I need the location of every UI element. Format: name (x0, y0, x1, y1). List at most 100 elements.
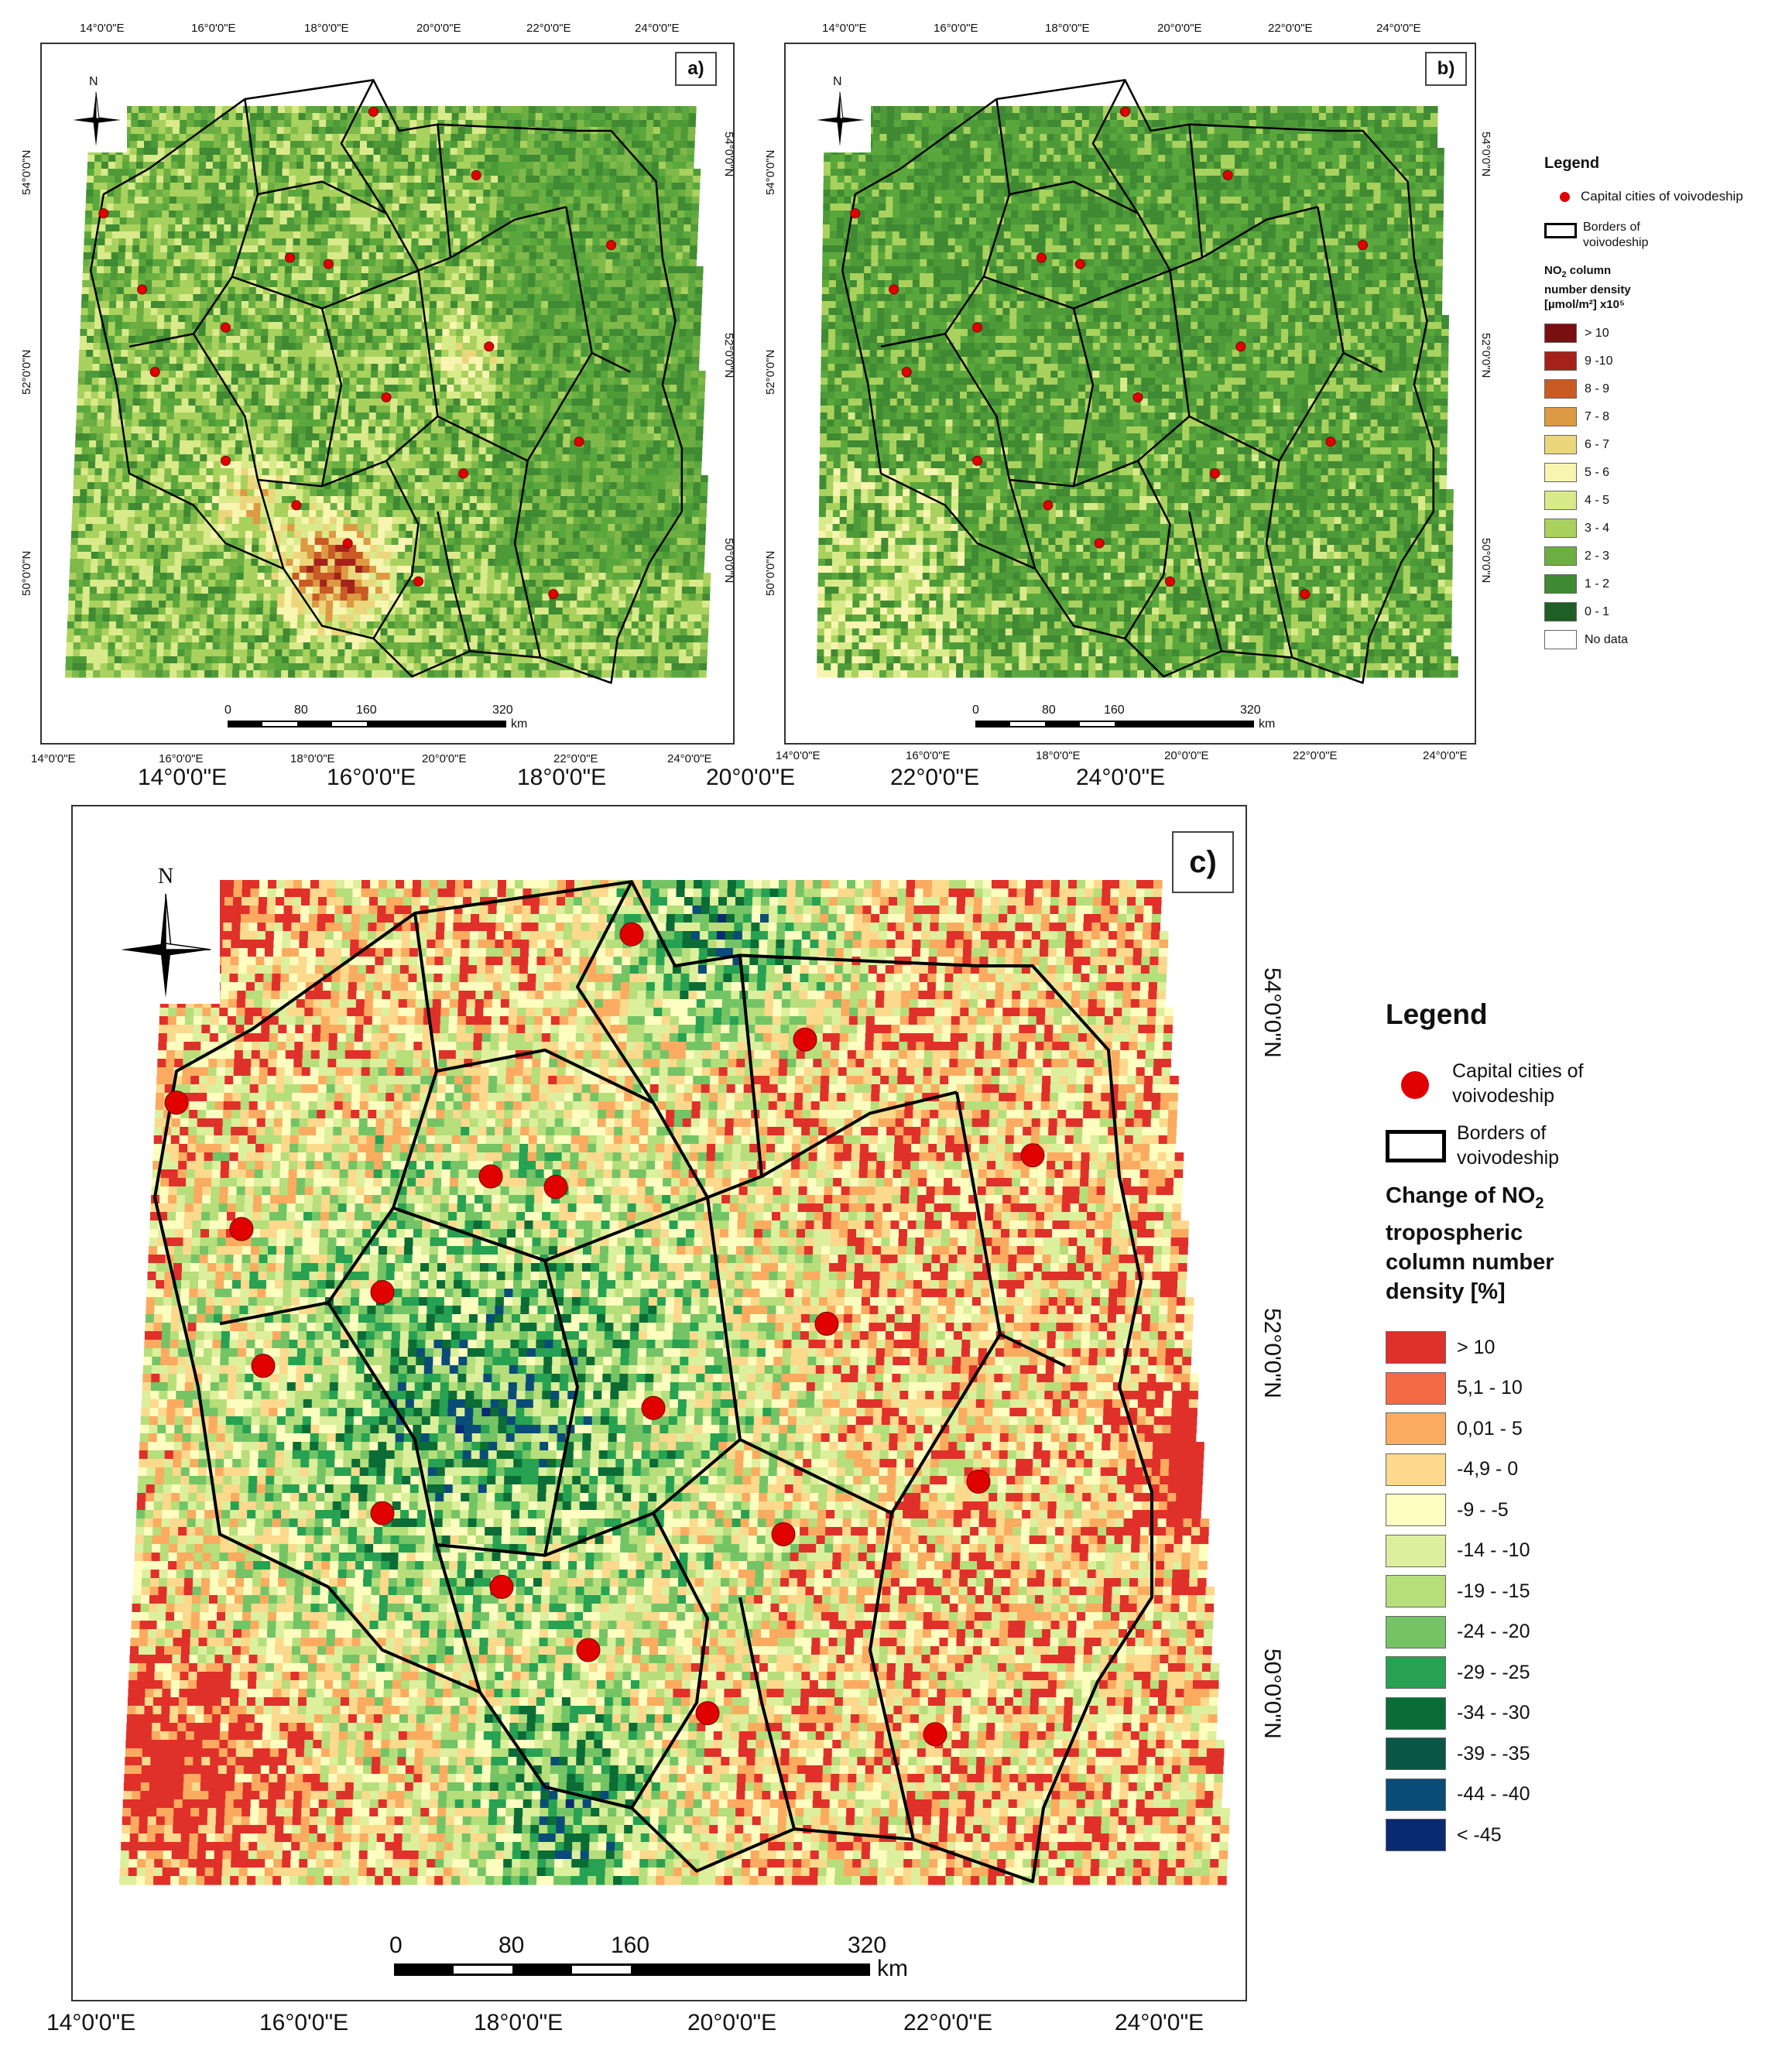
north-label: N (158, 864, 173, 889)
capital-city-marker (137, 284, 148, 295)
legend-class-label: > 10 (1585, 327, 1609, 341)
voivodeship-border (1317, 207, 1383, 373)
capital-city-marker (1222, 169, 1233, 180)
legend-class-label: -4,9 - 0 (1457, 1458, 1518, 1481)
legend-class-row: 4 - 5 (1544, 491, 1609, 510)
legend-class-row: -24 - -20 (1386, 1615, 1530, 1648)
capital-city-marker (1074, 258, 1085, 269)
voivodeship-border (1265, 460, 1293, 658)
voivodeship-border (738, 1597, 796, 1830)
capital-city-marker (471, 169, 481, 180)
legend-class-label: 1 - 2 (1585, 577, 1609, 591)
legend-class-row: -4,9 - 0 (1386, 1453, 1518, 1486)
voivodeship-border (417, 270, 439, 417)
voivodeship-border (372, 460, 420, 639)
no2-change-raster-c (119, 880, 1230, 1885)
legend-class-row: 1 - 2 (1544, 574, 1609, 594)
legend-swatch (1544, 491, 1577, 510)
capital-city-marker (850, 208, 861, 219)
city-dot-icon (1560, 191, 1570, 202)
legend-class-label: -14 - -10 (1457, 1539, 1530, 1562)
city-dot-icon (1401, 1071, 1429, 1099)
country-border (89, 79, 684, 684)
legend-class-label: 5,1 - 10 (1457, 1377, 1523, 1399)
legend-swatch (1544, 324, 1577, 343)
legend-class-row: 3 - 4 (1544, 519, 1609, 538)
voivodeship-border (1188, 511, 1223, 652)
capital-city-marker (1235, 341, 1246, 352)
capital-city-marker (1020, 1143, 1045, 1168)
capital-city-marker (619, 922, 644, 947)
scale-bar-a: 0 80 160 320 km (224, 704, 529, 734)
capital-city-marker (221, 455, 231, 466)
legend-class-row: 6 - 7 (1544, 435, 1609, 454)
voivodeship-border (565, 207, 631, 373)
voivodeship-border (327, 1302, 1002, 1557)
voivodeship-border (513, 460, 542, 658)
capital-city-marker (1094, 538, 1105, 549)
legend-class-label: -44 - -40 (1457, 1783, 1530, 1806)
legend-borders: Borders of voivodeship (1544, 220, 1668, 251)
voivodeship-border (435, 1544, 481, 1693)
capital-city-marker (1132, 392, 1143, 402)
legend-class-row: 9 -10 (1544, 351, 1612, 371)
north-label: N (833, 75, 842, 89)
voivodeship-borders-a (89, 79, 684, 684)
legend-swatch (1544, 574, 1577, 594)
capital-city-marker (285, 252, 295, 263)
legend-class-label: 0 - 1 (1585, 605, 1609, 619)
legend-class-label: No data (1585, 633, 1628, 647)
legend-no2-density: Legend Capital cities of voivodeship Bor… (1544, 155, 1784, 658)
voivodeship-border (437, 511, 471, 652)
north-arrow-c: N (111, 864, 220, 1004)
voivodeship-border (231, 269, 419, 310)
capital-city-marker (771, 1522, 796, 1546)
legend-swatch (1386, 1453, 1446, 1486)
country-border (153, 880, 1153, 1884)
capital-city-marker (1300, 589, 1311, 600)
capital-city-marker (370, 1501, 395, 1525)
capital-city-marker (972, 455, 982, 466)
legend-swatch (1544, 351, 1577, 371)
capital-city-marker (814, 1311, 839, 1336)
voivodeship-border (436, 1048, 654, 1104)
legend-class-row: 7 - 8 (1544, 407, 1609, 426)
voivodeship-border (706, 1197, 742, 1440)
voivodeship-border (256, 479, 285, 570)
legend-class-label: -24 - -20 (1457, 1621, 1530, 1643)
legend-swatch (1544, 630, 1577, 649)
voivodeship-border (192, 333, 593, 488)
legend-class-row: -44 - -40 (1386, 1778, 1530, 1811)
legend-class-row: -39 - -35 (1386, 1737, 1530, 1770)
panel-label-a: a) (675, 52, 717, 86)
voivodeship-border (128, 98, 259, 348)
legend-class-row: -9 - -5 (1386, 1494, 1509, 1526)
voivodeship-border (1072, 308, 1095, 487)
legend-swatch (1386, 1696, 1446, 1730)
legend-swatch (1386, 1412, 1446, 1445)
north-arrow-a: N (65, 75, 127, 152)
legend-swatch (1386, 1737, 1446, 1770)
capital-city-marker (793, 1027, 817, 1052)
legend-class-row: No data (1544, 630, 1628, 649)
legend-class-label: < -45 (1457, 1824, 1502, 1847)
legend-class-label: -19 - -15 (1457, 1580, 1530, 1603)
legend-class-label: 6 - 7 (1585, 438, 1609, 452)
legend-class-label: 0,01 - 5 (1457, 1418, 1523, 1440)
legend-swatch (1386, 1819, 1446, 1851)
legend-class-label: -29 - -25 (1457, 1662, 1530, 1684)
scale-bar-c: 0 80 160 320 km (389, 1933, 936, 1987)
capital-city-marker (641, 1395, 666, 1420)
legend-class-label: -39 - -35 (1457, 1743, 1530, 1765)
voivodeship-borders-b (841, 79, 1435, 684)
legend-swatch (1386, 1656, 1446, 1689)
legend-heading: NO2 column number density [µmol/m²] x10⁵ (1544, 263, 1631, 312)
legend-heading: Change of NO2 tropospheric column number… (1386, 1181, 1554, 1306)
legend-class-label: 3 - 4 (1585, 522, 1609, 536)
legend-class-row: -14 - -10 (1386, 1534, 1530, 1567)
legend-swatch (1386, 1615, 1446, 1648)
legend-class-label: 4 - 5 (1585, 494, 1609, 508)
capital-city-marker (972, 322, 982, 333)
legend-class-label: 5 - 6 (1585, 466, 1609, 480)
capital-city-marker (478, 1164, 503, 1189)
